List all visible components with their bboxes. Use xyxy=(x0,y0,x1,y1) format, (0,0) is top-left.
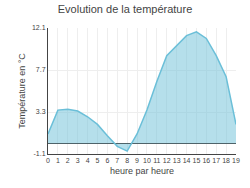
svg-text:7: 7 xyxy=(115,157,119,164)
svg-text:5: 5 xyxy=(96,157,100,164)
svg-text:3.3: 3.3 xyxy=(36,108,46,115)
svg-text:15: 15 xyxy=(193,157,201,164)
svg-text:Evolution de la température: Evolution de la température xyxy=(58,3,193,15)
svg-text:heure par heure: heure par heure xyxy=(110,166,174,176)
svg-text:Température en °C: Température en °C xyxy=(17,53,27,129)
svg-text:11: 11 xyxy=(153,157,160,164)
svg-text:12: 12 xyxy=(163,157,171,164)
svg-text:0: 0 xyxy=(46,157,50,164)
svg-text:10: 10 xyxy=(143,157,151,164)
svg-text:13: 13 xyxy=(173,157,181,164)
svg-text:3: 3 xyxy=(76,157,80,164)
svg-text:18: 18 xyxy=(222,157,230,164)
svg-text:7.7: 7.7 xyxy=(36,66,46,73)
svg-text:14: 14 xyxy=(183,157,191,164)
svg-text:19: 19 xyxy=(232,157,240,164)
svg-text:9: 9 xyxy=(135,157,139,164)
svg-text:4: 4 xyxy=(86,157,90,164)
svg-text:8: 8 xyxy=(125,157,129,164)
svg-text:17: 17 xyxy=(212,157,220,164)
svg-text:12.1: 12.1 xyxy=(32,24,46,31)
svg-text:-1.1: -1.1 xyxy=(34,150,46,157)
svg-text:16: 16 xyxy=(202,157,210,164)
svg-text:2: 2 xyxy=(66,157,70,164)
svg-text:1: 1 xyxy=(56,157,60,164)
svg-text:6: 6 xyxy=(105,157,109,164)
